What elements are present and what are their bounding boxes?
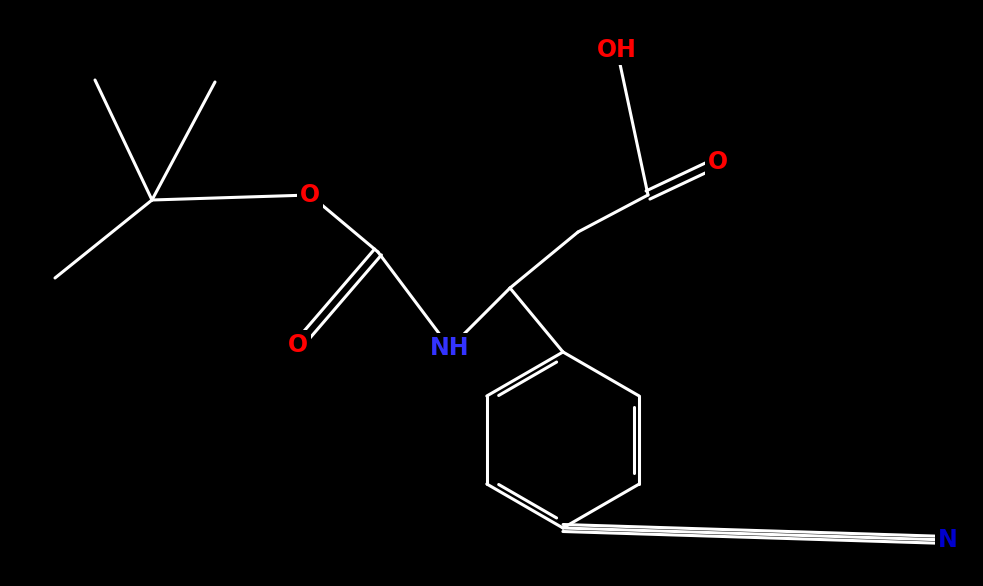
Text: O: O bbox=[708, 150, 728, 174]
Text: O: O bbox=[300, 183, 320, 207]
Text: NH: NH bbox=[431, 336, 470, 360]
Text: OH: OH bbox=[597, 38, 637, 62]
Text: O: O bbox=[288, 333, 308, 357]
Text: N: N bbox=[938, 528, 957, 552]
